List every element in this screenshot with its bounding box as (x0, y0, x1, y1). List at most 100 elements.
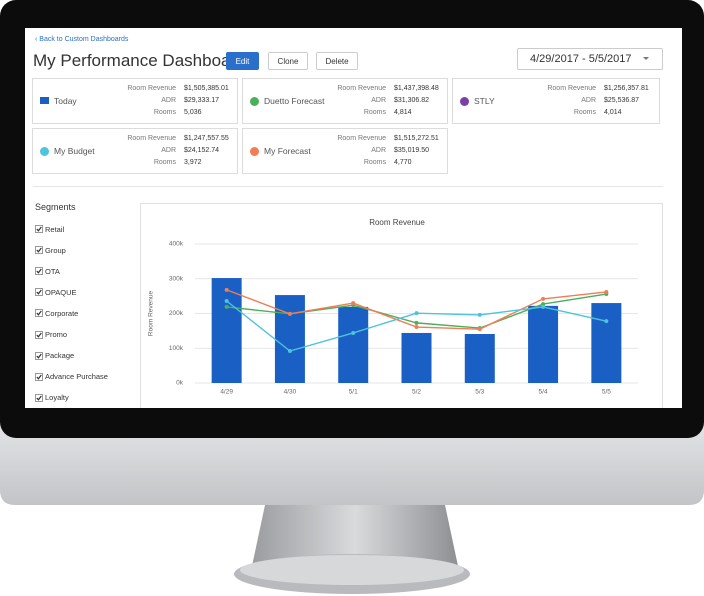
card-name: Today (54, 96, 77, 106)
segment-label[interactable]: Group (45, 245, 66, 255)
metric-label: Room Revenue (127, 85, 176, 92)
card-marker (40, 147, 49, 156)
chart: Room Revenue Room Revenue 0k 100k 200k 300k 40… (148, 218, 638, 396)
metric-label: Rooms (153, 159, 176, 166)
checkbox[interactable] (35, 267, 43, 276)
line-point (414, 325, 419, 330)
summary-card[interactable]: My Budget Room Revenue $1,247,557.55 ADR $24… (32, 128, 238, 174)
metric-value: $31,306.82 (394, 97, 430, 104)
summary-card[interactable]: My Forecast Room Revenue $1,515,272.51 ADR $… (242, 128, 448, 174)
y-axis-label: Room Revenue (148, 291, 155, 337)
metric-label: Room Revenue (337, 135, 386, 142)
card-marker (250, 147, 259, 156)
metric-label: ADR (371, 97, 386, 104)
line-point (224, 287, 229, 292)
checkbox[interactable] (35, 330, 43, 339)
card-marker (460, 97, 469, 106)
y-tick-label: 0k (176, 380, 184, 387)
x-tick-label: 5/5 (602, 389, 611, 396)
card-marker (250, 97, 259, 106)
segment-label[interactable]: Loyalty (45, 393, 69, 403)
segment-label[interactable]: Corporate (45, 308, 79, 318)
metric-value: 4,014 (604, 109, 622, 116)
metric-value: $25,536.87 (604, 97, 640, 104)
back-link-text[interactable]: Back to Custom Dashboards (39, 36, 129, 43)
line-point (287, 311, 292, 316)
segment-label[interactable]: Package (45, 351, 75, 361)
metric-label: Rooms (363, 109, 386, 116)
metric-value: 4,770 (394, 159, 412, 166)
delete-button[interactable]: Delete (316, 52, 358, 70)
checkbox[interactable] (35, 351, 43, 360)
metric-value: 4,814 (394, 109, 412, 116)
screen: ‹ Back to Custom Dashboards My Performan… (25, 28, 682, 408)
card-name: My Forecast (264, 146, 311, 156)
edit-button[interactable]: Edit (226, 52, 259, 70)
line-point (477, 327, 482, 332)
checkbox[interactable] (35, 288, 43, 297)
x-tick-label: 5/4 (539, 389, 548, 396)
card-marker (40, 97, 49, 104)
metric-value: 3,972 (184, 159, 202, 166)
bar (338, 306, 369, 383)
metric-label: Rooms (573, 109, 596, 116)
segment-label[interactable]: OPAQUE (45, 287, 77, 297)
checkbox[interactable] (35, 246, 43, 255)
x-tick-label: 4/29 (220, 389, 233, 396)
checkbox[interactable] (35, 372, 43, 381)
chart-title: Room Revenue (369, 218, 425, 227)
line-point (604, 289, 609, 294)
segment-label[interactable]: Retail (45, 224, 65, 234)
line-point (541, 296, 546, 301)
segment-label[interactable]: Advance Purchase (45, 372, 108, 382)
segment-label[interactable]: OTA (45, 266, 60, 276)
date-range-dropdown[interactable]: 4/29/2017 - 5/5/2017 (517, 48, 663, 70)
card-name: STLY (474, 96, 495, 106)
card-name: Duetto Forecast (264, 96, 325, 106)
segment-label[interactable]: Promo (45, 330, 68, 339)
metric-label: Room Revenue (547, 85, 596, 92)
separator (33, 186, 663, 187)
metric-value: $1,505,385.01 (184, 85, 229, 92)
bar (591, 303, 622, 383)
metric-value: 5,036 (184, 109, 202, 116)
line-point (414, 320, 419, 325)
metric-value: $24,152.74 (184, 147, 220, 154)
bar (211, 278, 242, 383)
summary-card[interactable]: Duetto Forecast Room Revenue $1,437,398.48… (242, 78, 448, 124)
x-tick-label: 5/3 (475, 389, 484, 396)
bar (274, 295, 305, 383)
clone-button[interactable]: Clone (268, 52, 308, 70)
metric-label: Rooms (363, 159, 386, 166)
checkbox[interactable] (35, 309, 43, 318)
y-tick-label: 400k (169, 241, 184, 248)
metric-label: ADR (371, 147, 386, 154)
date-range-text[interactable]: 4/29/2017 - 5/5/2017 (530, 53, 632, 65)
back-link[interactable]: ‹ Back to Custom Dashboards (35, 36, 129, 43)
card-name: My Budget (54, 146, 95, 156)
summary-card[interactable]: STLY Room Revenue $1,256,357.81 ADR $25,536.… (452, 78, 660, 124)
metric-value: $1,247,557.55 (184, 135, 229, 142)
metric-value: $1,515,272.51 (394, 135, 439, 142)
metric-value: $1,437,398.48 (394, 85, 439, 92)
metric-value: $29,333.17 (184, 97, 220, 104)
bar (401, 332, 432, 383)
metric-value: $35,019.50 (394, 147, 430, 154)
x-tick-label: 5/2 (412, 389, 421, 396)
line-point (351, 330, 356, 335)
x-tick-label: 4/30 (284, 389, 297, 396)
y-tick-label: 200k (169, 310, 184, 317)
line-point (224, 298, 229, 303)
metric-label: Rooms (153, 109, 176, 116)
line-point (351, 301, 356, 306)
metric-label: ADR (581, 97, 596, 104)
line-point (414, 311, 419, 316)
checkbox[interactable] (35, 393, 43, 402)
segments-title: Segments (35, 202, 76, 212)
metric-label: ADR (161, 147, 176, 154)
metric-label: ADR (161, 97, 176, 104)
line-point (604, 319, 609, 324)
checkbox[interactable] (35, 225, 43, 233)
line-point (477, 312, 482, 317)
summary-card[interactable]: Today Room Revenue $1,505,385.01 ADR $29,333… (32, 78, 238, 124)
